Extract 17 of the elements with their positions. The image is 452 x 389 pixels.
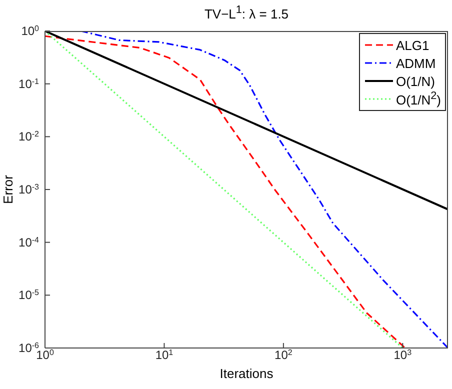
y-tick-label: 10$^{-2}$ xyxy=(18,129,40,144)
x-axis-title: Iterations xyxy=(218,366,274,381)
legend-label: O(1/N) xyxy=(396,74,435,88)
chart-title: TV−L$^{1}$: λ = 1.5 xyxy=(203,4,290,22)
x-tick-label: 10$^{2}$ xyxy=(274,348,293,362)
y-tick-label: 10$^{0}$ xyxy=(21,24,40,38)
legend-label: ALG1 xyxy=(396,38,430,52)
y-tick-label: 10$^{-1}$ xyxy=(18,76,40,91)
x-tick-label: 10$^{3}$ xyxy=(394,348,412,362)
y-tick-label: 10$^{-4}$ xyxy=(18,234,40,250)
y-tick-label: 10$^{-5}$ xyxy=(18,288,40,302)
legend-label: O(1/N$^{2}$) xyxy=(396,90,441,108)
x-tick-label: 10$^{1}$ xyxy=(155,348,174,362)
y-tick-label: 10$^{-3}$ xyxy=(18,182,40,196)
legend-label: ADMM xyxy=(396,56,436,70)
x-tick-label: 10$^{0}$ xyxy=(36,348,54,362)
y-axis-title: Error xyxy=(0,174,16,206)
